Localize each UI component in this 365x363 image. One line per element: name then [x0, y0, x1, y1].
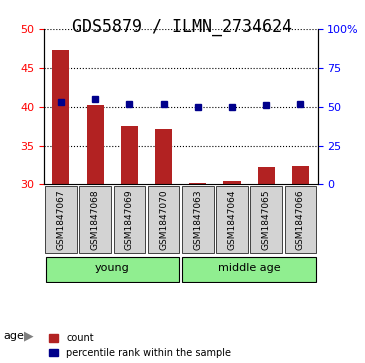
FancyBboxPatch shape — [114, 187, 145, 253]
Text: middle age: middle age — [218, 264, 280, 273]
Text: GSM1847063: GSM1847063 — [193, 189, 202, 250]
FancyBboxPatch shape — [216, 187, 248, 253]
Text: GDS5879 / ILMN_2734624: GDS5879 / ILMN_2734624 — [73, 18, 292, 36]
Text: GSM1847068: GSM1847068 — [91, 189, 100, 250]
Text: GSM1847064: GSM1847064 — [227, 189, 237, 250]
Bar — [121, 126, 138, 184]
Text: GSM1847065: GSM1847065 — [262, 189, 271, 250]
Legend: count, percentile rank within the sample: count, percentile rank within the sample — [49, 333, 231, 358]
Text: GSM1847070: GSM1847070 — [159, 189, 168, 250]
FancyBboxPatch shape — [182, 187, 214, 253]
Bar — [223, 181, 241, 184]
Text: ▶: ▶ — [24, 329, 33, 342]
Text: GSM1847066: GSM1847066 — [296, 189, 305, 250]
FancyBboxPatch shape — [250, 187, 282, 253]
Text: young: young — [95, 264, 130, 273]
Bar — [258, 167, 275, 184]
FancyBboxPatch shape — [285, 187, 316, 253]
Bar — [87, 105, 104, 184]
Text: age: age — [4, 331, 24, 341]
Bar — [189, 183, 206, 184]
Bar — [52, 50, 69, 184]
FancyBboxPatch shape — [148, 187, 179, 253]
FancyBboxPatch shape — [46, 257, 179, 282]
Text: GSM1847067: GSM1847067 — [57, 189, 65, 250]
Bar — [292, 166, 309, 184]
FancyBboxPatch shape — [182, 257, 316, 282]
FancyBboxPatch shape — [80, 187, 111, 253]
Bar — [155, 129, 172, 184]
Text: GSM1847069: GSM1847069 — [125, 189, 134, 250]
FancyBboxPatch shape — [45, 187, 77, 253]
